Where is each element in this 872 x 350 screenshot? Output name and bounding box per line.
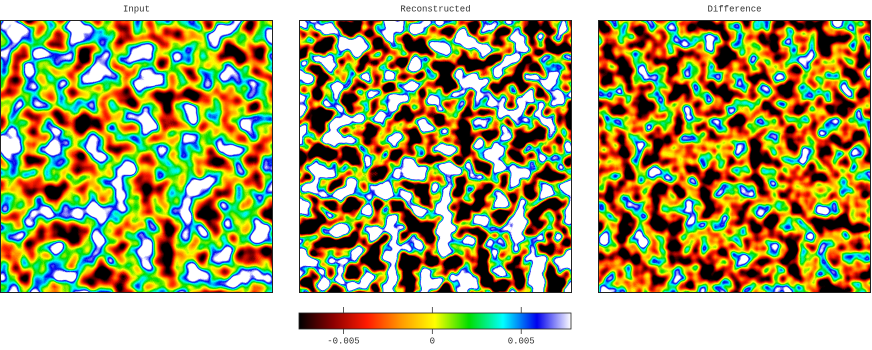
panel-frame: [0, 20, 273, 293]
colorbar: [298, 312, 572, 330]
colorbar-tick-label: 0: [430, 336, 435, 346]
panel-frame: [299, 20, 572, 293]
colorbar-tick-label: 0.005: [508, 336, 535, 346]
field-image: [598, 20, 871, 293]
colorbar-tick-label: -0.005: [327, 336, 359, 346]
panel-title: Reconstructed: [400, 4, 470, 14]
field-image: [0, 20, 273, 293]
panel-title: Difference: [707, 4, 761, 14]
panel-frame: [598, 20, 871, 293]
panel-title: Input: [123, 4, 150, 14]
field-image: [299, 20, 572, 293]
